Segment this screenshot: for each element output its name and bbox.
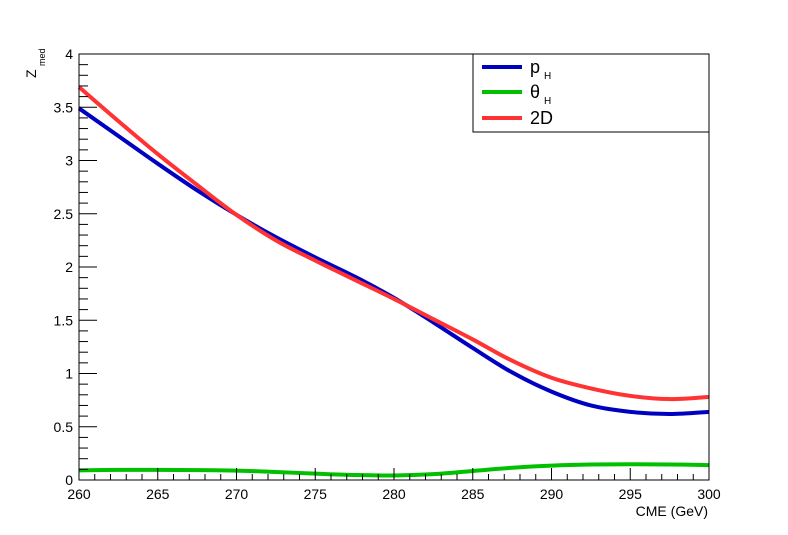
y-axis-title-main: Z [23,69,39,78]
y-axis-title: Z med [23,48,47,78]
y-axis-ticks: 0 0.5 1 1.5 2 2.5 3 3.5 4 [54,46,97,488]
legend-label-subscript: H [544,71,551,82]
legend-label: p [530,57,540,77]
x-tick-label: 270 [225,486,249,502]
y-tick-label: 3.5 [54,99,74,115]
x-tick-label: 260 [67,486,91,502]
y-tick-label: 4 [65,46,73,62]
legend-label-subscript: H [544,96,551,107]
legend-label: θ [530,82,540,102]
x-tick-label: 280 [382,486,406,502]
series-line-2D [77,85,710,402]
x-tick-label: 290 [540,486,564,502]
x-tick-label: 295 [619,486,643,502]
y-tick-label: 3 [65,153,73,169]
y-tick-label: 1 [65,366,73,382]
y-tick-label: 2.5 [54,206,74,222]
x-tick-label: 285 [461,486,485,502]
y-axis-title-subscript: med [37,48,47,66]
x-tick-label: 265 [146,486,170,502]
y-tick-label: 2 [65,259,73,275]
y-tick-label: 0 [65,472,73,488]
legend-label: 2D [530,108,553,128]
legend: p Hθ H2D [472,53,710,133]
x-axis-title: CME (GeV) [636,503,708,519]
y-tick-label: 0.5 [54,419,74,435]
y-tick-label: 1.5 [54,312,74,328]
x-tick-label: 275 [304,486,328,502]
x-axis-ticks: 260 265 270 275 280 285 290 295 300 [67,468,721,502]
x-tick-label: 300 [697,486,721,502]
